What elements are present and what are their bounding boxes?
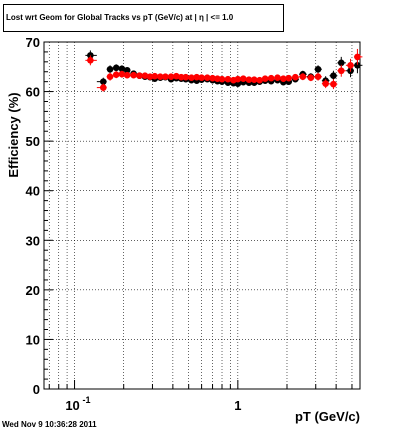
- data-point: [330, 80, 337, 88]
- grid-lines: [44, 42, 360, 389]
- data-point: [188, 74, 195, 81]
- data-point: [130, 71, 137, 79]
- y-tick-label: 40: [26, 184, 40, 199]
- data-point: [136, 72, 143, 80]
- data-point: [182, 73, 190, 81]
- data-point: [100, 78, 107, 85]
- data-point: [274, 74, 281, 81]
- data-point: [106, 73, 114, 80]
- data-point: [123, 66, 131, 74]
- axes: 0 10 20 30 40 50 60 70 10 -1 1: [26, 35, 353, 413]
- data-point: [307, 74, 315, 81]
- data-point: [198, 74, 205, 81]
- data-point: [112, 64, 120, 72]
- y-tick-label: 20: [26, 283, 40, 298]
- data-point: [285, 74, 293, 82]
- data-point: [347, 61, 354, 69]
- y-tick-label: 70: [26, 35, 40, 50]
- data-point: [87, 57, 94, 64]
- data-point: [118, 65, 126, 73]
- data-point: [354, 61, 361, 69]
- data-point: [330, 72, 337, 80]
- data-point: [224, 75, 232, 83]
- data-point: [314, 73, 322, 80]
- data-point: [177, 73, 185, 81]
- data-point: [218, 75, 226, 83]
- data-point: [256, 76, 263, 84]
- y-tick-label: 50: [26, 134, 40, 149]
- data-point: [234, 75, 242, 83]
- y-axis-title: Efficiency (%): [6, 92, 21, 177]
- data-point: [173, 72, 180, 80]
- data-point: [100, 84, 107, 91]
- data-point: [292, 73, 299, 81]
- data-points: [85, 48, 363, 92]
- data-point: [299, 73, 307, 80]
- data-point: [193, 73, 201, 81]
- timestamp: Wed Nov 9 10:36:28 2011: [2, 420, 97, 429]
- data-point: [141, 72, 149, 80]
- data-point: [123, 71, 131, 79]
- x-tick-label: 1: [234, 398, 241, 413]
- data-point: [118, 70, 126, 78]
- x-tick-label: 10: [65, 398, 79, 413]
- data-point: [280, 75, 287, 82]
- plot-frame: [43, 41, 361, 390]
- y-tick-label: 30: [26, 233, 40, 248]
- y-tick-label: 0: [33, 382, 40, 397]
- data-point: [162, 73, 169, 80]
- data-point: [267, 74, 275, 82]
- data-point: [203, 74, 211, 81]
- y-tick-label: 10: [26, 332, 40, 347]
- data-point: [314, 65, 322, 73]
- data-point: [112, 71, 120, 79]
- data-point: [209, 74, 216, 82]
- data-point: [322, 80, 329, 87]
- y-tick-label: 60: [26, 85, 40, 100]
- data-point: [245, 76, 253, 83]
- chart-title: Lost wrt Geom for Global Tracks vs pT (G…: [3, 4, 284, 32]
- data-point: [151, 72, 159, 80]
- data-point: [239, 75, 247, 82]
- data-point: [250, 76, 258, 83]
- x-axis-title: pT (GeV/c): [295, 409, 360, 424]
- data-point: [354, 53, 361, 61]
- data-point: [167, 73, 175, 80]
- series-2: [85, 48, 363, 92]
- data-point: [156, 73, 164, 80]
- data-point: [261, 75, 269, 82]
- data-point: [106, 65, 114, 73]
- data-point: [337, 59, 345, 67]
- x-tick-label-exponent: -1: [83, 395, 91, 405]
- data-point: [337, 67, 345, 75]
